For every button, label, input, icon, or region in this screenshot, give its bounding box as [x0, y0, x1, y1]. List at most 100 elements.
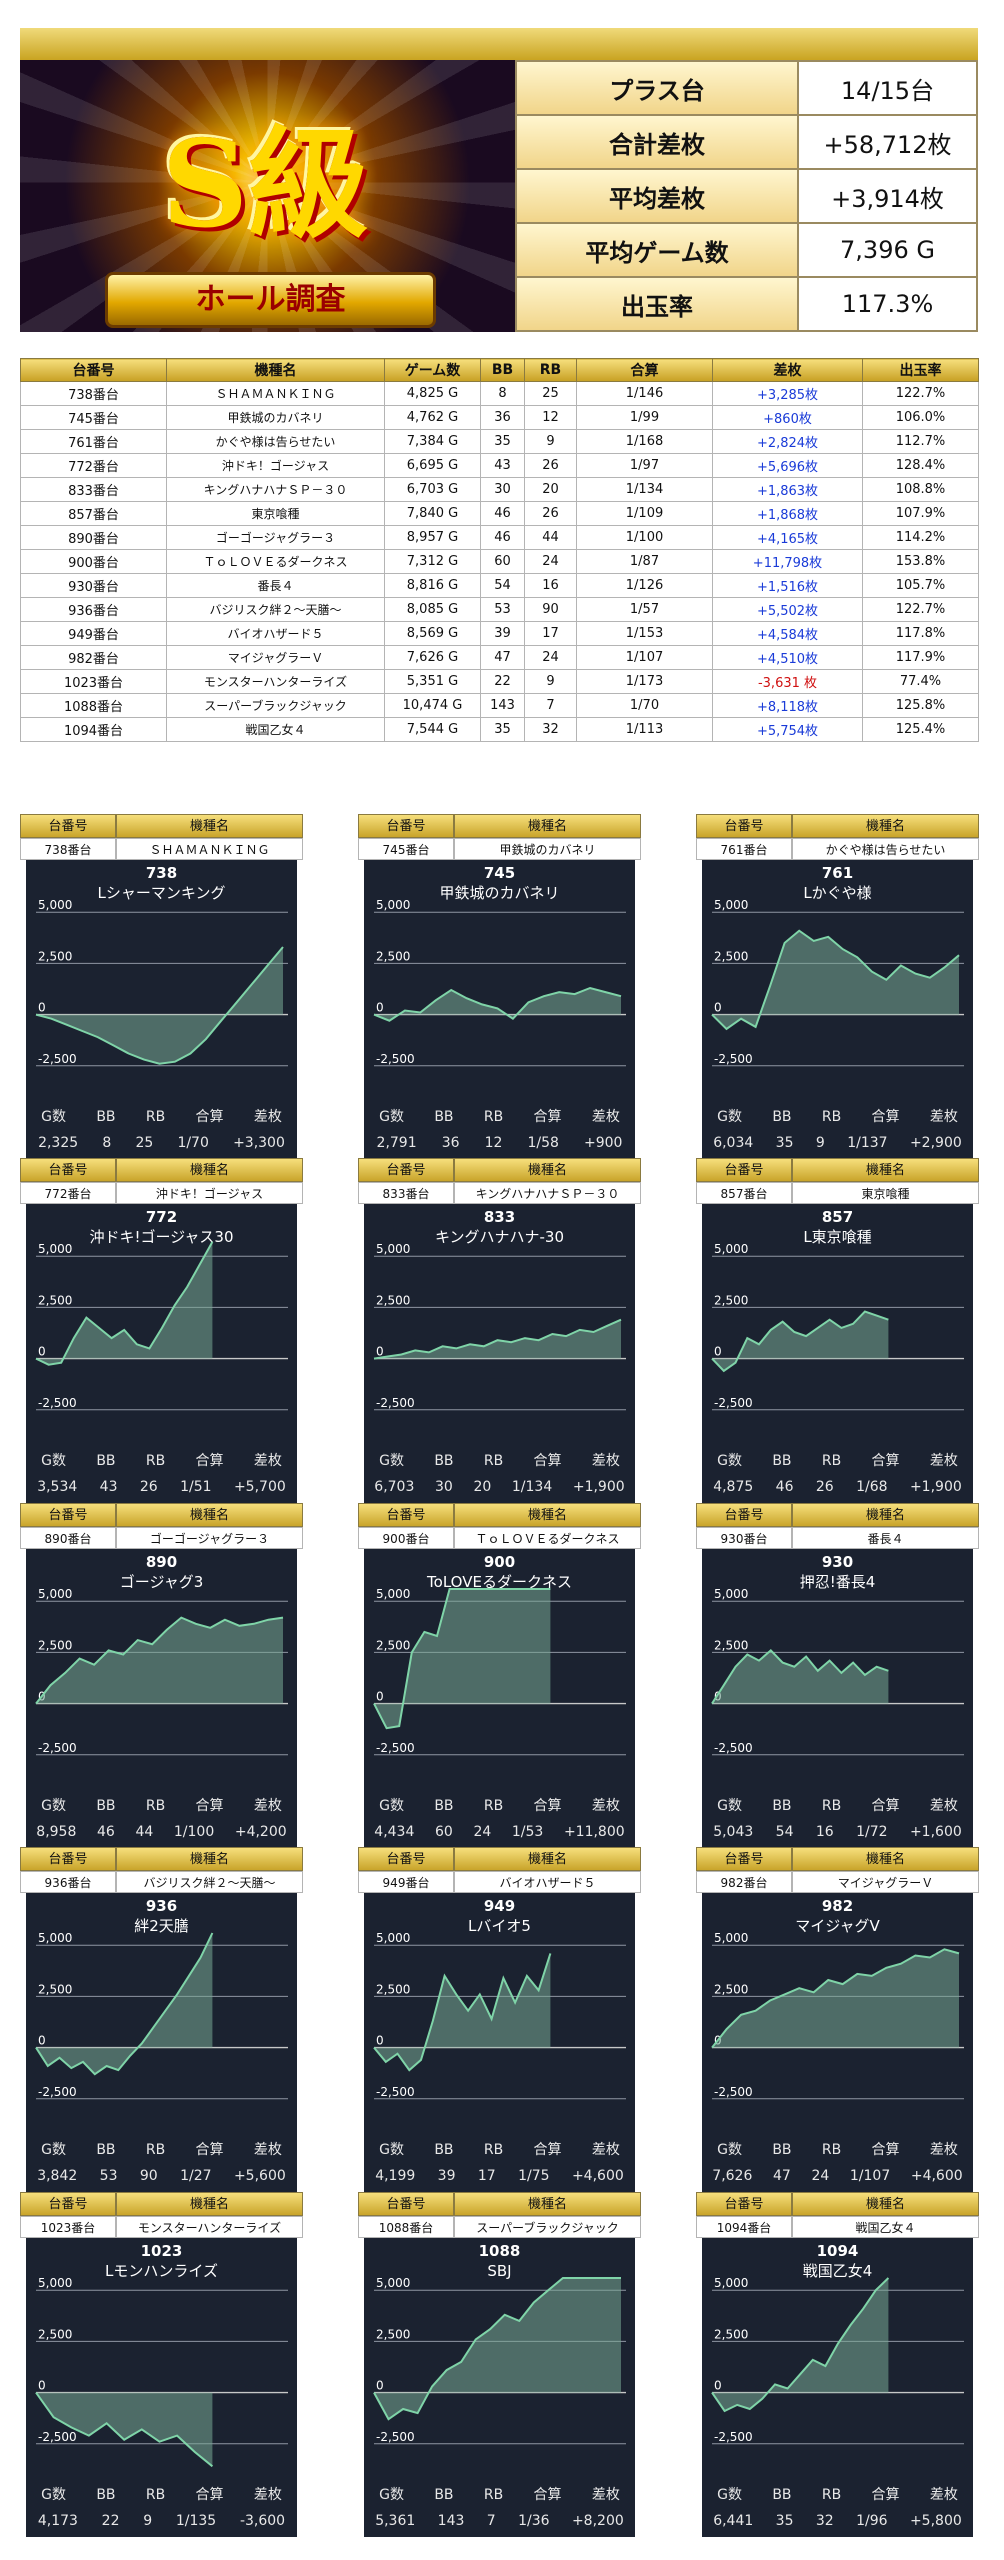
card-header: 台番号 機種名	[696, 2192, 979, 2216]
y-tick-label: 5,000	[714, 2276, 748, 2290]
stats-header-row: G数 BB RB 合算 差枚	[26, 1448, 297, 1474]
table-cell: 122.7%	[862, 381, 979, 406]
stats-header: BB	[772, 1798, 792, 1814]
graph-svg: 936 絆2天膳 5,000 2,500 0 -2,500	[35, 1897, 288, 2100]
table-cell: 949番台	[20, 621, 167, 646]
summary-table: プラス台 14/15台 合計差枚 +58,712枚 平均差枚 +3,914枚 平均ゲー…	[515, 60, 978, 332]
stats-header: BB	[434, 1453, 454, 1469]
table-cell: 1/134	[576, 477, 713, 502]
stats-header: 合算	[195, 1109, 224, 1125]
card-header-cell: 機種名	[792, 2192, 979, 2216]
table-cell: 54	[480, 573, 525, 598]
card-header-cell: 台番号	[696, 1158, 792, 1182]
y-tick-label: 2,500	[38, 1638, 72, 1652]
table-row: 1023番台 モンスターハンターライズ 5,351 G 22 9 1/173 -3,631 …	[20, 669, 979, 694]
card-info-cell: キングハナハナＳＰ－３０	[454, 1182, 641, 1204]
graph-machine-number: 900	[484, 1553, 515, 1571]
card-info-cell: 772番台	[20, 1182, 116, 1204]
y-tick-label: 0	[714, 1001, 722, 1015]
y-tick-label: 0	[376, 1690, 384, 1704]
table-cell: 46	[480, 525, 525, 550]
card-info-cell: バイオハザード５	[454, 1871, 641, 1893]
card-header: 台番号 機種名	[358, 1503, 641, 1527]
stats-value: 22	[101, 2513, 120, 2529]
y-tick-label: -2,500	[376, 2430, 415, 2444]
card-header: 台番号 機種名	[20, 1847, 303, 1871]
graph-title: 絆2天膳	[134, 1917, 189, 1935]
table-cell: 22	[480, 669, 525, 694]
table-cell: 1094番台	[20, 717, 167, 742]
y-tick-label: -2,500	[38, 2430, 77, 2444]
summary-label: プラス台	[515, 60, 799, 116]
graph-panel: 1023 Lモンハンライズ 5,000 2,500 0 -2,500 G数 BB RB 合算 差枚 4…	[26, 2238, 297, 2537]
graph-panel: 949 Lバイオ5 5,000 2,500 0 -2,500 G数 BB RB 合算 差枚 4,199…	[364, 1893, 635, 2192]
graph-panel: 761 Lかぐや様 5,000 2,500 0 -2,500 G数 BB RB 合算 差枚 6,034…	[702, 860, 973, 1159]
card-header: 台番号 機種名	[358, 814, 641, 838]
stats-value: 4,875	[713, 1479, 754, 1495]
y-tick-label: 5,000	[376, 2276, 410, 2290]
y-tick-label: 2,500	[38, 1293, 72, 1307]
stats-value: 90	[139, 2168, 158, 2184]
stats-value: 4,199	[375, 2168, 416, 2184]
stats-value: 26	[815, 1479, 834, 1495]
stats-header: RB	[821, 1453, 842, 1469]
stats-header: G数	[717, 1109, 743, 1125]
stats-value: +900	[583, 1135, 623, 1151]
card-info-cell: かぐや様は告らせたい	[792, 838, 979, 860]
stats-header: RB	[145, 2142, 166, 2158]
graph-title: L東京喰種	[803, 1228, 871, 1246]
table-cell: 8	[480, 381, 525, 406]
table-cell: ＴｏＬＯＶＥるダークネス	[166, 549, 385, 574]
stats-header: 差枚	[591, 1109, 620, 1125]
stats-header: G数	[41, 2487, 67, 2503]
card-header-cell: 機種名	[792, 1158, 979, 1182]
machine-graph-card: 台番号 機種名 900番台 ＴｏＬＯＶＥるダークネス 900 ToLOVEるダークネス 5,…	[358, 1503, 641, 1848]
card-header-cell: 機種名	[116, 1847, 303, 1871]
table-cell: +2,824枚	[712, 429, 863, 454]
stats-header: RB	[483, 2142, 504, 2158]
table-cell: 1023番台	[20, 669, 167, 694]
y-tick-label: 5,000	[714, 1931, 748, 1945]
table-cell: 1/109	[576, 501, 713, 526]
y-tick-label: 0	[376, 1001, 384, 1015]
stats-header: RB	[483, 1109, 504, 1125]
table-header-cell: 出玉率	[862, 358, 979, 382]
card-header-cell: 機種名	[454, 1158, 641, 1182]
graph-title: Lバイオ5	[468, 1917, 531, 1935]
stats-header: 差枚	[929, 1798, 958, 1814]
table-cell: 890番台	[20, 525, 167, 550]
table-cell: 53	[480, 597, 525, 622]
stats-value: 54	[775, 1824, 794, 1840]
table-header-cell: 台番号	[20, 358, 167, 382]
stats-header: 合算	[871, 2487, 900, 2503]
table-cell: +4,165枚	[712, 525, 863, 550]
stats-value: +5,800	[909, 2513, 962, 2529]
summary-value: 117.3%	[797, 276, 978, 332]
table-cell: 1/113	[576, 717, 713, 742]
y-tick-label: 0	[38, 1345, 46, 1359]
card-header: 台番号 機種名	[20, 1503, 303, 1527]
stats-value: 36	[441, 1135, 460, 1151]
machine-graph-card: 台番号機種名982番台マイジャグラーＶ982マイジャグV5,0002,5000-…	[696, 1847, 979, 2192]
table-row: 772番台 沖ドキ！ゴージャス 6,695 G 43 26 1/97 +5,696枚 128.…	[20, 453, 979, 478]
y-tick-label: 5,000	[376, 1242, 410, 1256]
graph-stats: G数 BB RB 合算 差枚 7,626 47 24 1/107 +4,600	[702, 2137, 973, 2189]
summary-label: 合計差枚	[515, 114, 799, 170]
stats-header: 合算	[533, 2487, 562, 2503]
y-tick-label: 5,000	[38, 898, 72, 912]
graph-line	[711, 1310, 889, 1373]
stats-header: G数	[379, 2142, 405, 2158]
stats-value: 8,958	[36, 1824, 77, 1840]
summary-value: +3,914枚	[797, 168, 978, 224]
graph-machine-number: 772	[146, 1208, 177, 1226]
table-cell: 125.4%	[862, 717, 979, 742]
stats-value: 1/137	[847, 1135, 888, 1151]
stats-header: 合算	[871, 1798, 900, 1814]
y-tick-label: -2,500	[376, 1052, 415, 1066]
stats-header-row: G数 BB RB 合算 差枚	[364, 1793, 635, 1819]
stats-value: +4,600	[571, 2168, 624, 2184]
stats-value: 43	[99, 1479, 118, 1495]
machine-graph-card: 台番号機種名930番台番長４930押忍!番長45,0002,5000-2,500…	[696, 1503, 979, 1848]
graph-stats: G数 BB RB 合算 差枚 4,875 46 26 1/68 +1,900	[702, 1448, 973, 1500]
table-cell: 1/57	[576, 597, 713, 622]
